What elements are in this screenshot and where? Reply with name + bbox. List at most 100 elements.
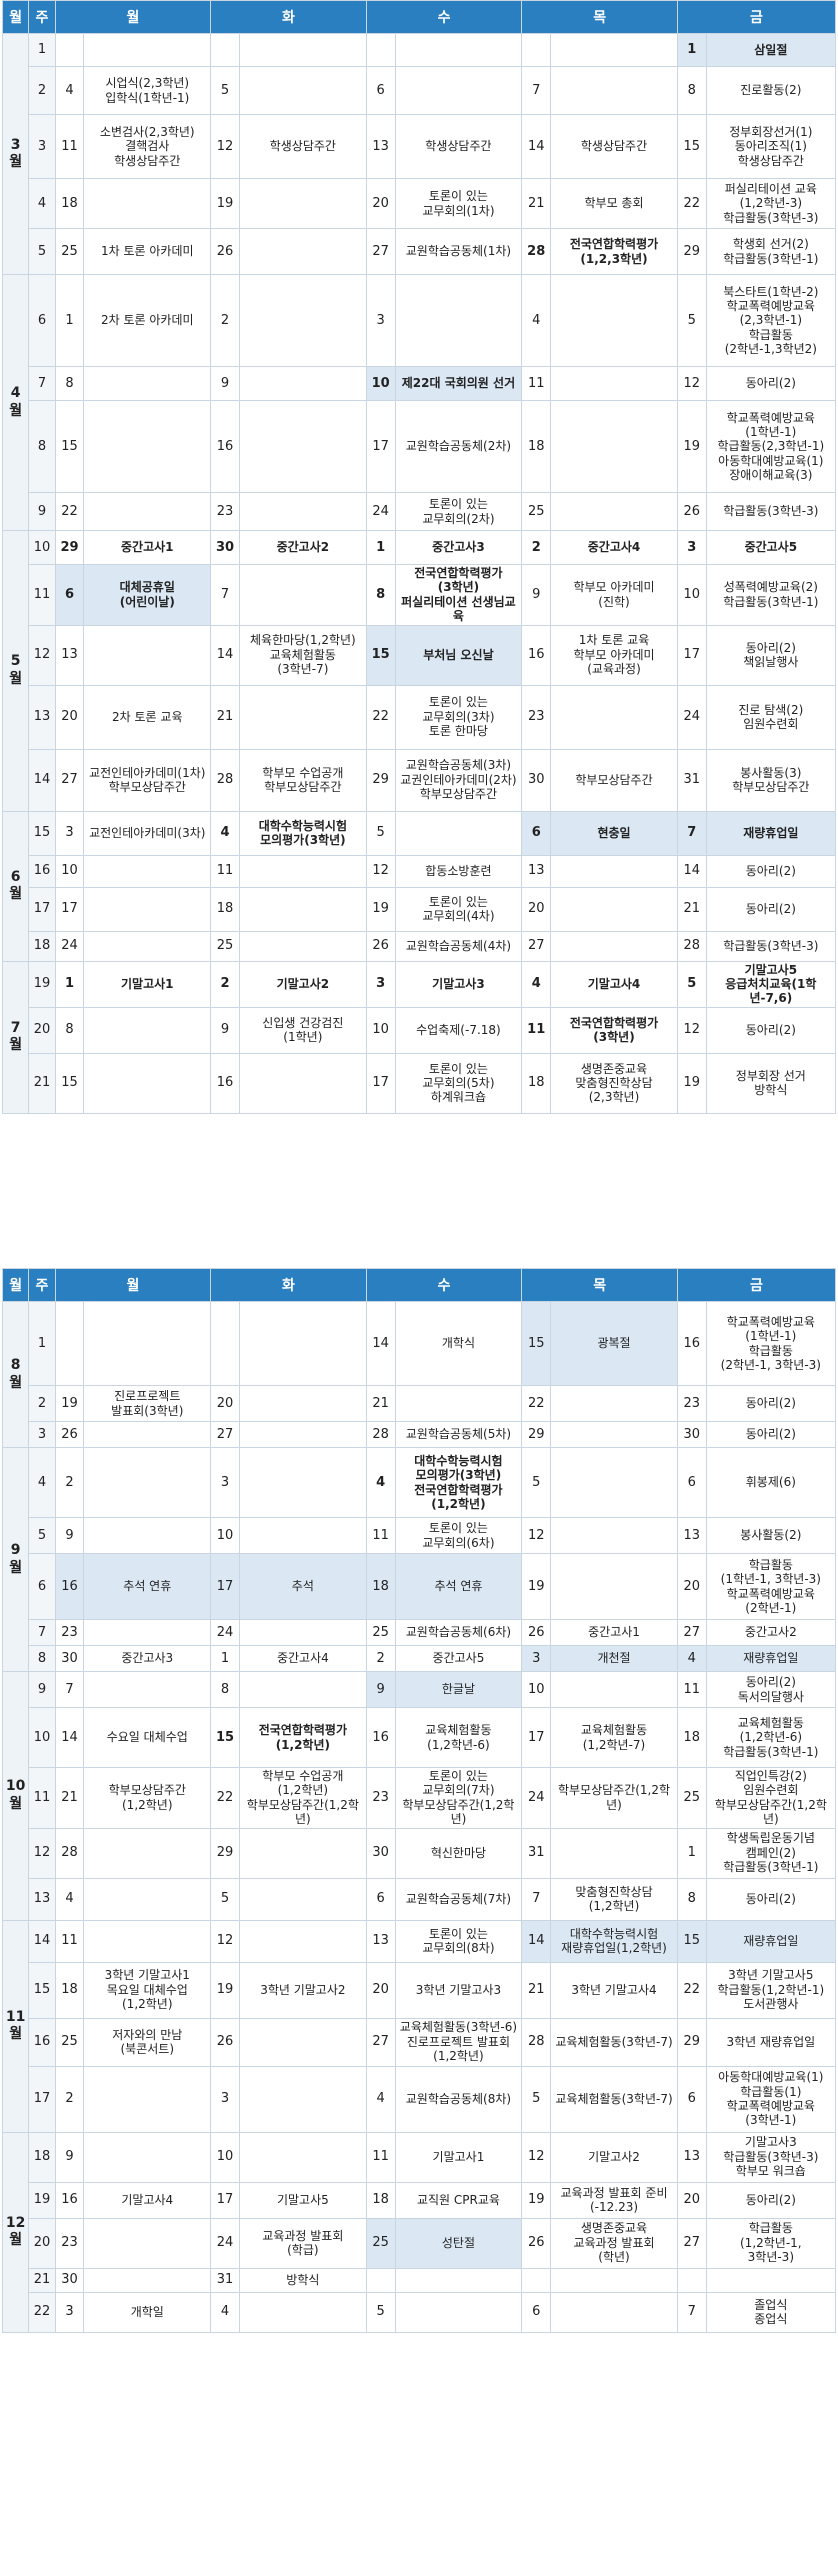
day-number: 30 [54,1645,85,1672]
week-number: 5 [28,228,56,275]
day-number: 9 [521,564,552,626]
day-number: 14 [54,1707,85,1768]
day-number: 17 [676,624,707,686]
day-number: 10 [365,1006,396,1054]
week-number: 21 [28,2267,56,2293]
event-text: 교원학습공동체(2차) [394,400,523,493]
day-number: 13 [676,2131,707,2183]
event-text: 체육한마당(1,2학년) 교육체험활동 (3학년-7) [238,624,367,686]
day-number: 13 [365,1919,396,1963]
event-text: 학생회 선거(2) 학급활동(3학년-1) [705,228,837,275]
event-text: 졸업식 종업식 [705,2291,837,2333]
day-number: 21 [365,1385,396,1422]
week-row: 17 17 18 19 토론이 있는 교무회의(4차) 20 21 동아리(2) [3,886,837,932]
event-text: 삼일절 [705,33,837,67]
event-text: 개학식 [394,1301,523,1386]
week-number: 9 [28,1671,56,1708]
event-text: 학부모 수업공개 학부모상담주간 [238,748,367,812]
event-text: 1차 토론 교육 학부모 아카데미 (교육과정) [550,624,678,686]
week-number: 17 [28,886,56,932]
day-number: 19 [676,400,707,493]
week-number: 20 [28,1006,56,1054]
day-number: 31 [521,1827,552,1879]
day-number: 11 [365,1517,396,1554]
day-number: 4 [365,1447,396,1518]
day-number: 31 [210,2267,240,2293]
event-text [238,1877,367,1921]
day-number: 24 [210,1619,240,1646]
week-number: 16 [28,854,56,888]
day-number: 1 [676,1827,707,1879]
event-text: 3학년 기말고사1 목요일 대체수업 (1,2학년) [83,1961,212,2019]
event-text [83,1827,212,1879]
day-number: 25 [54,228,85,275]
day-number: 29 [365,748,396,812]
event-text: 교육체험활동(3학년-7) [550,2017,678,2067]
day-number: 5 [365,810,396,856]
event-text [550,492,678,531]
day-number: 30 [54,2267,85,2293]
day-number: 3 [210,1447,240,1518]
day-number: 14 [521,114,552,179]
event-text: 직업인특강(2) 임원수련회 학부모상담주간(1,2학년) [705,1767,837,1829]
header-cell: 목 [521,0,678,34]
day-number: 9 [54,2131,85,2183]
week-number: 11 [28,1767,56,1829]
event-text: 교원학습공동체(4차) [394,930,523,962]
event-text [83,854,212,888]
event-text: 교육체험활동 (1,2학년-7) [550,1707,678,1768]
day-number: 18 [676,1707,707,1768]
day-number: 16 [521,624,552,686]
event-text: 신입생 건강검진 (1학년) [238,1006,367,1054]
day-number: 9 [210,366,240,401]
day-number: 18 [365,2181,396,2219]
event-text: 교육체험활동(3학년-7) [550,2065,678,2133]
header-cell: 월 [1,0,30,34]
day-number: 14 [521,1919,552,1963]
week-row: 18 24 25 26 교원학습공동체(4차) 27 28 학급활동(3학년-3) [3,930,837,962]
event-text [394,2291,523,2333]
day-number: 11 [676,1671,707,1708]
day-number: 22 [676,178,707,229]
week-number: 15 [28,1961,56,2019]
event-text: 3학년 재량휴업일 [705,2017,837,2067]
event-text [238,2065,367,2133]
month-label: 4월 [1,274,30,531]
day-number: 27 [521,930,552,962]
day-number [210,1301,240,1386]
day-number: 8 [676,66,707,115]
event-text: 교원학습공동체(6차) [394,1619,523,1646]
day-number: 18 [54,1961,85,2019]
event-text [83,1421,212,1448]
event-text [394,33,523,67]
event-text [238,564,367,626]
event-text: 기말고사4 [550,960,678,1008]
event-text: 기말고사3 학급활동(3학년-3) 학부모 워크숍 [705,2131,837,2183]
week-number: 12 [28,624,56,686]
event-text: 학생상담주간 [238,114,367,179]
event-text: 학급활동(3학년-3) [705,492,837,531]
day-number: 23 [676,1385,707,1422]
day-number: 6 [365,1877,396,1921]
day-number: 27 [676,2217,707,2269]
header-cell: 월 [54,0,212,34]
event-text [238,492,367,531]
day-number: 28 [521,2017,552,2067]
event-text: 재량휴업일 [705,1919,837,1963]
week-row: 5월 10 29 중간고사1 30 중간고사2 1 중간고사3 2 중간고사4 3 중간고사5 [1,530,837,812]
day-number: 2 [365,1645,396,1672]
event-text: 학생독립운동기념 캠페인(2) 학급활동(3학년-1) [705,1827,837,1879]
event-text [83,2267,212,2293]
event-text: 교육체험활동(3학년-6) 진로프로젝트 발표회 (1,2학년) [394,2017,523,2067]
day-number: 30 [676,1421,707,1448]
day-number: 11 [521,366,552,401]
event-text [238,930,367,962]
week-row: 12 13 14 체육한마당(1,2학년) 교육체험활동 (3학년-7) 15 부처님 오… [3,624,837,686]
day-number: 15 [676,114,707,179]
week-row: 20 8 9 신입생 건강검진 (1학년) 10 수업축제(-7.18) 11 전국연합학력평… [3,1006,837,1054]
day-number: 15 [210,1707,240,1768]
event-text: 3학년 기말고사2 [238,1961,367,2019]
month-label: 11월 [1,1919,30,2133]
event-text: 정부회장 선거 방학식 [705,1052,837,1114]
day-number: 6 [365,66,396,115]
